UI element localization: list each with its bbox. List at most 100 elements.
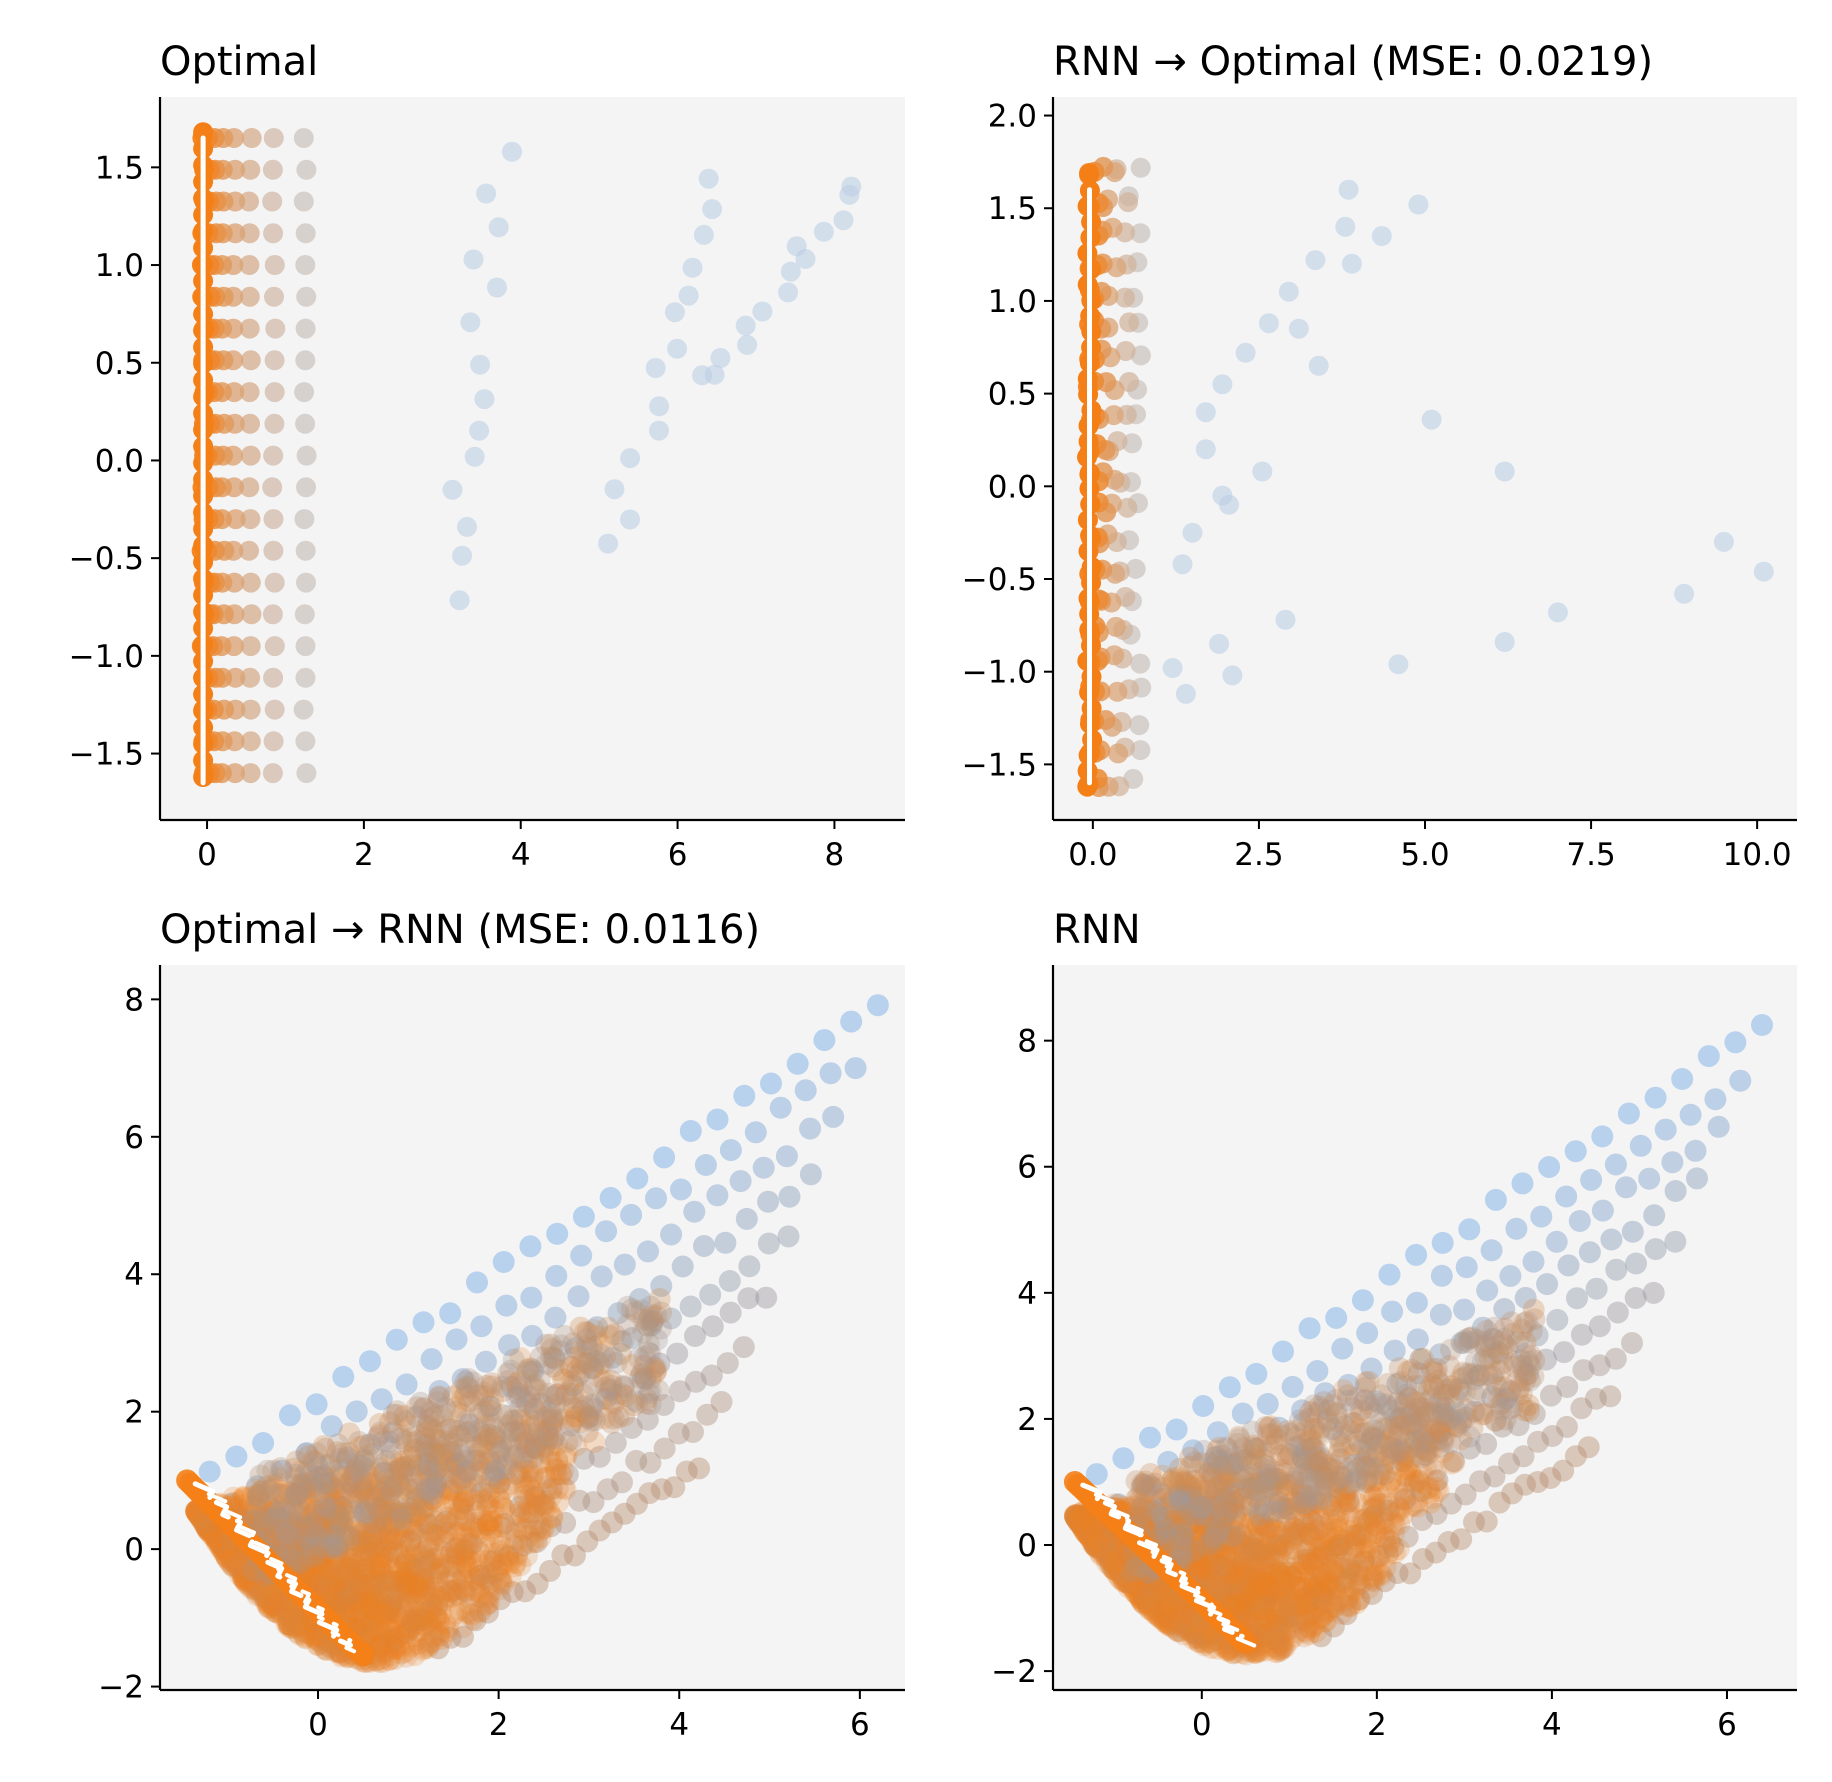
data-point xyxy=(588,1519,611,1542)
data-point xyxy=(332,1365,355,1388)
data-point xyxy=(425,1519,448,1541)
data-point xyxy=(249,1576,272,1599)
data-point xyxy=(389,1423,412,1446)
data-point xyxy=(267,1472,290,1495)
data-point xyxy=(1325,1306,1348,1329)
data-point xyxy=(1591,1125,1614,1148)
data-point xyxy=(456,1556,479,1579)
data-point xyxy=(241,128,262,148)
data-point xyxy=(270,1459,293,1482)
data-point xyxy=(376,1640,399,1663)
data-point xyxy=(405,1405,428,1428)
data-point xyxy=(488,1566,511,1589)
data-point xyxy=(359,1433,382,1456)
data-point xyxy=(701,1315,724,1338)
data-point xyxy=(388,1570,411,1592)
data-point xyxy=(361,1585,383,1608)
data-point xyxy=(399,1530,422,1553)
data-point xyxy=(1341,253,1362,274)
data-point xyxy=(1331,1337,1354,1360)
data-point xyxy=(402,1440,425,1463)
data-point xyxy=(543,1347,566,1370)
data-point xyxy=(265,1597,288,1620)
data-point xyxy=(1661,1151,1684,1174)
data-point xyxy=(233,1566,255,1589)
data-point xyxy=(372,1595,395,1618)
data-point xyxy=(468,1600,491,1623)
data-point xyxy=(382,1516,405,1539)
data-point xyxy=(454,1580,477,1603)
data-point xyxy=(460,1533,483,1555)
data-point xyxy=(219,1540,242,1563)
data-point xyxy=(487,1559,510,1582)
data-point xyxy=(364,1569,387,1592)
data-point xyxy=(222,1553,244,1576)
data-point xyxy=(570,1244,593,1267)
data-point xyxy=(427,1562,450,1584)
data-point xyxy=(1511,1172,1534,1195)
data-point xyxy=(404,1598,426,1621)
data-point xyxy=(315,1565,338,1588)
data-point xyxy=(546,1450,569,1473)
data-point xyxy=(424,1603,447,1626)
data-point xyxy=(622,1394,645,1417)
data-point xyxy=(1557,1254,1580,1277)
data-point xyxy=(246,1575,269,1598)
data-point xyxy=(442,479,463,500)
data-point xyxy=(310,1547,333,1570)
data-point xyxy=(554,1478,577,1501)
data-point xyxy=(562,1374,585,1397)
data-point xyxy=(412,1311,435,1334)
data-point xyxy=(469,1583,492,1606)
data-point xyxy=(604,479,625,500)
data-point xyxy=(226,1547,249,1570)
data-point xyxy=(394,1550,417,1572)
data-point xyxy=(266,1506,289,1529)
data-point xyxy=(1281,1375,1304,1398)
data-point xyxy=(653,1146,676,1169)
data-point xyxy=(1545,1230,1568,1253)
data-point xyxy=(395,1615,418,1638)
data-point xyxy=(365,1478,388,1501)
data-point xyxy=(352,1479,375,1502)
data-point xyxy=(588,1445,611,1468)
data-point xyxy=(210,1535,233,1558)
data-point xyxy=(523,1437,546,1460)
data-point xyxy=(314,1512,337,1535)
data-point xyxy=(1275,609,1296,630)
data-point xyxy=(329,1473,352,1496)
data-point xyxy=(415,1513,438,1536)
data-point xyxy=(639,1451,662,1474)
data-point xyxy=(1453,1298,1476,1321)
data-point xyxy=(388,1458,411,1481)
data-point xyxy=(626,1167,649,1190)
y-tick-label: 2 xyxy=(124,1395,144,1431)
data-point xyxy=(492,1512,515,1535)
data-point xyxy=(443,1491,466,1513)
data-point xyxy=(1644,1086,1667,1109)
data-point xyxy=(343,1527,366,1550)
data-point xyxy=(410,1599,433,1622)
data-point xyxy=(218,1544,241,1567)
data-point xyxy=(325,1550,348,1573)
data-point xyxy=(229,1489,252,1512)
data-point xyxy=(670,1178,692,1201)
data-point xyxy=(352,1592,375,1615)
data-point xyxy=(1605,1258,1628,1281)
data-point xyxy=(281,1486,304,1509)
data-point xyxy=(813,1029,836,1052)
data-point xyxy=(371,1583,394,1606)
data-point xyxy=(645,358,666,378)
data-point xyxy=(1707,1115,1730,1138)
data-point xyxy=(327,1580,350,1603)
data-point xyxy=(706,1184,729,1207)
data-point xyxy=(1195,439,1216,460)
data-point xyxy=(327,1537,350,1560)
data-point xyxy=(611,1471,633,1494)
data-point xyxy=(316,1563,339,1586)
data-point xyxy=(241,604,262,625)
data-point xyxy=(346,1529,369,1552)
data-point xyxy=(1753,561,1774,582)
data-point xyxy=(488,217,509,238)
data-point xyxy=(264,1601,287,1624)
